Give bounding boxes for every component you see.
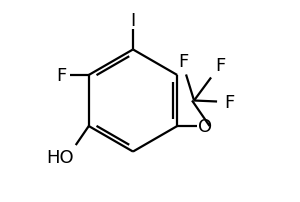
Text: O: O (198, 117, 212, 135)
Text: F: F (215, 57, 225, 75)
Text: F: F (57, 67, 67, 85)
Text: F: F (178, 53, 188, 71)
Text: I: I (130, 12, 136, 30)
Text: HO: HO (46, 148, 74, 166)
Text: F: F (224, 93, 234, 111)
